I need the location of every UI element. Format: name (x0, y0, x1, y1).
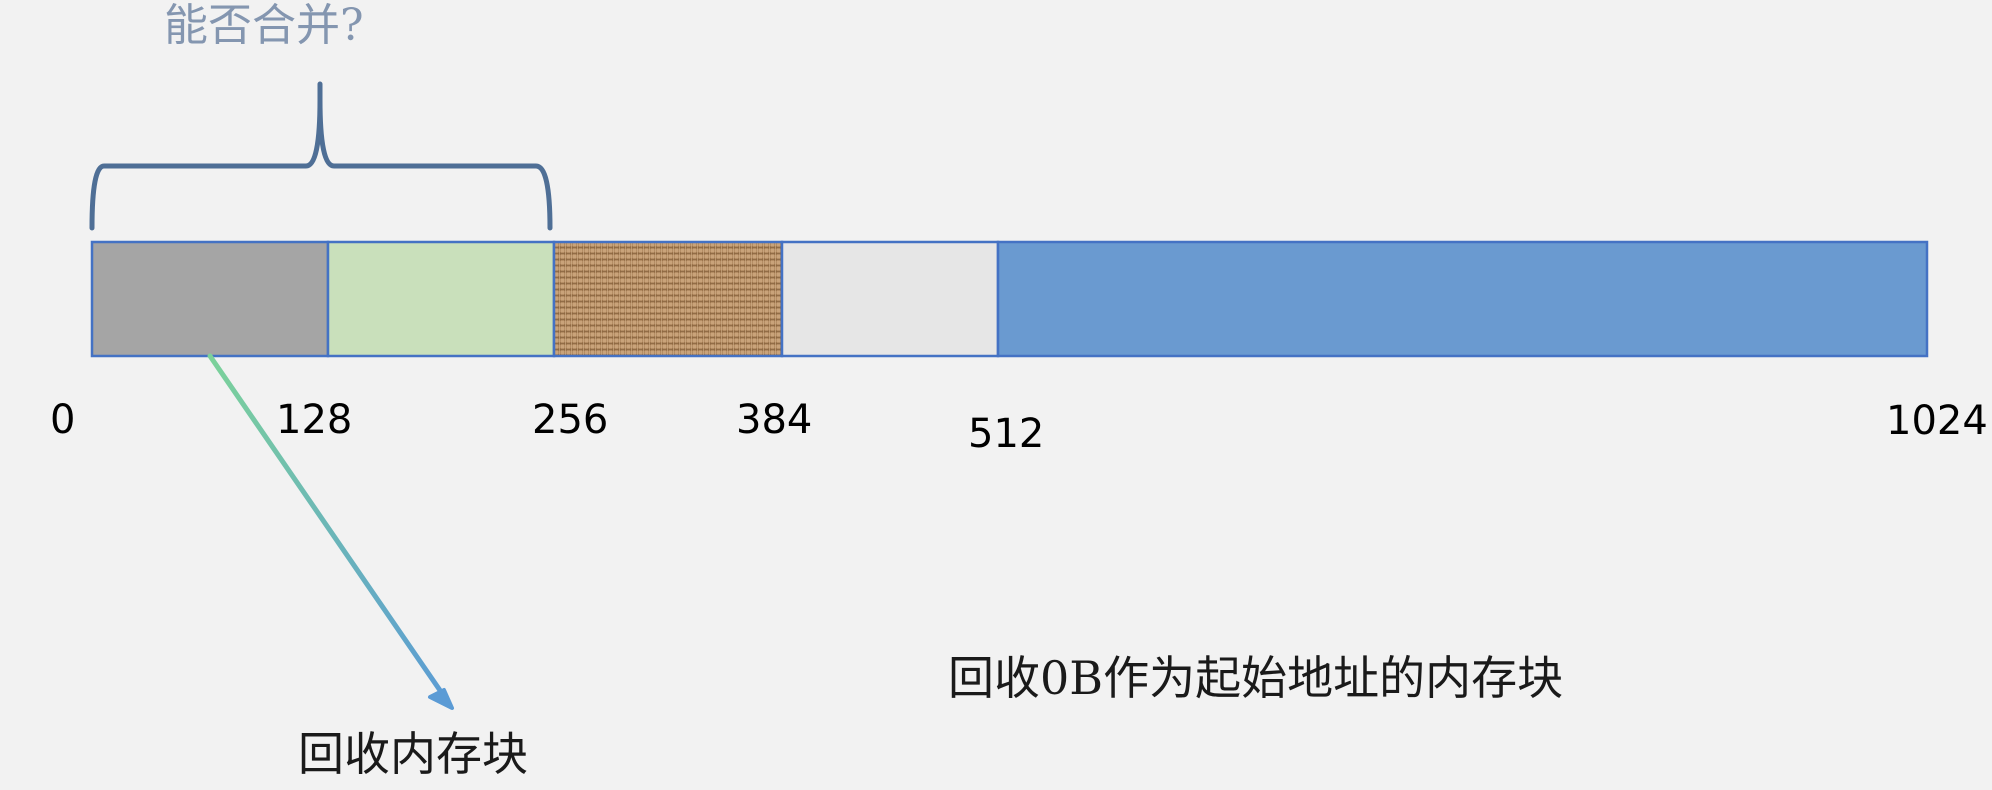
segment-recycled-block (90, 240, 330, 358)
tick-label-0: 0 (50, 397, 75, 443)
merge-brace (89, 81, 553, 231)
recycled-block-label: 回收内存块 (298, 727, 528, 781)
segment-occupied-block-burlap (552, 240, 784, 358)
memory-bar (90, 240, 1929, 358)
tick-label-1024: 1024 (1886, 398, 1988, 444)
diagram-caption: 回收0B作为起始地址的内存块 (948, 651, 1563, 705)
segment-free-block (326, 240, 556, 358)
tick-label-128: 128 (276, 397, 352, 443)
merge-question-label: 能否合并? (164, 0, 364, 51)
recycle-arrow-line (207, 353, 451, 705)
recycle-arrow-head (428, 688, 454, 710)
tick-label-512: 512 (968, 411, 1044, 457)
segment-blank-block (780, 240, 1000, 358)
tick-label-256: 256 (532, 397, 608, 443)
segment-large-block (996, 240, 1929, 358)
tick-label-384: 384 (736, 397, 812, 443)
